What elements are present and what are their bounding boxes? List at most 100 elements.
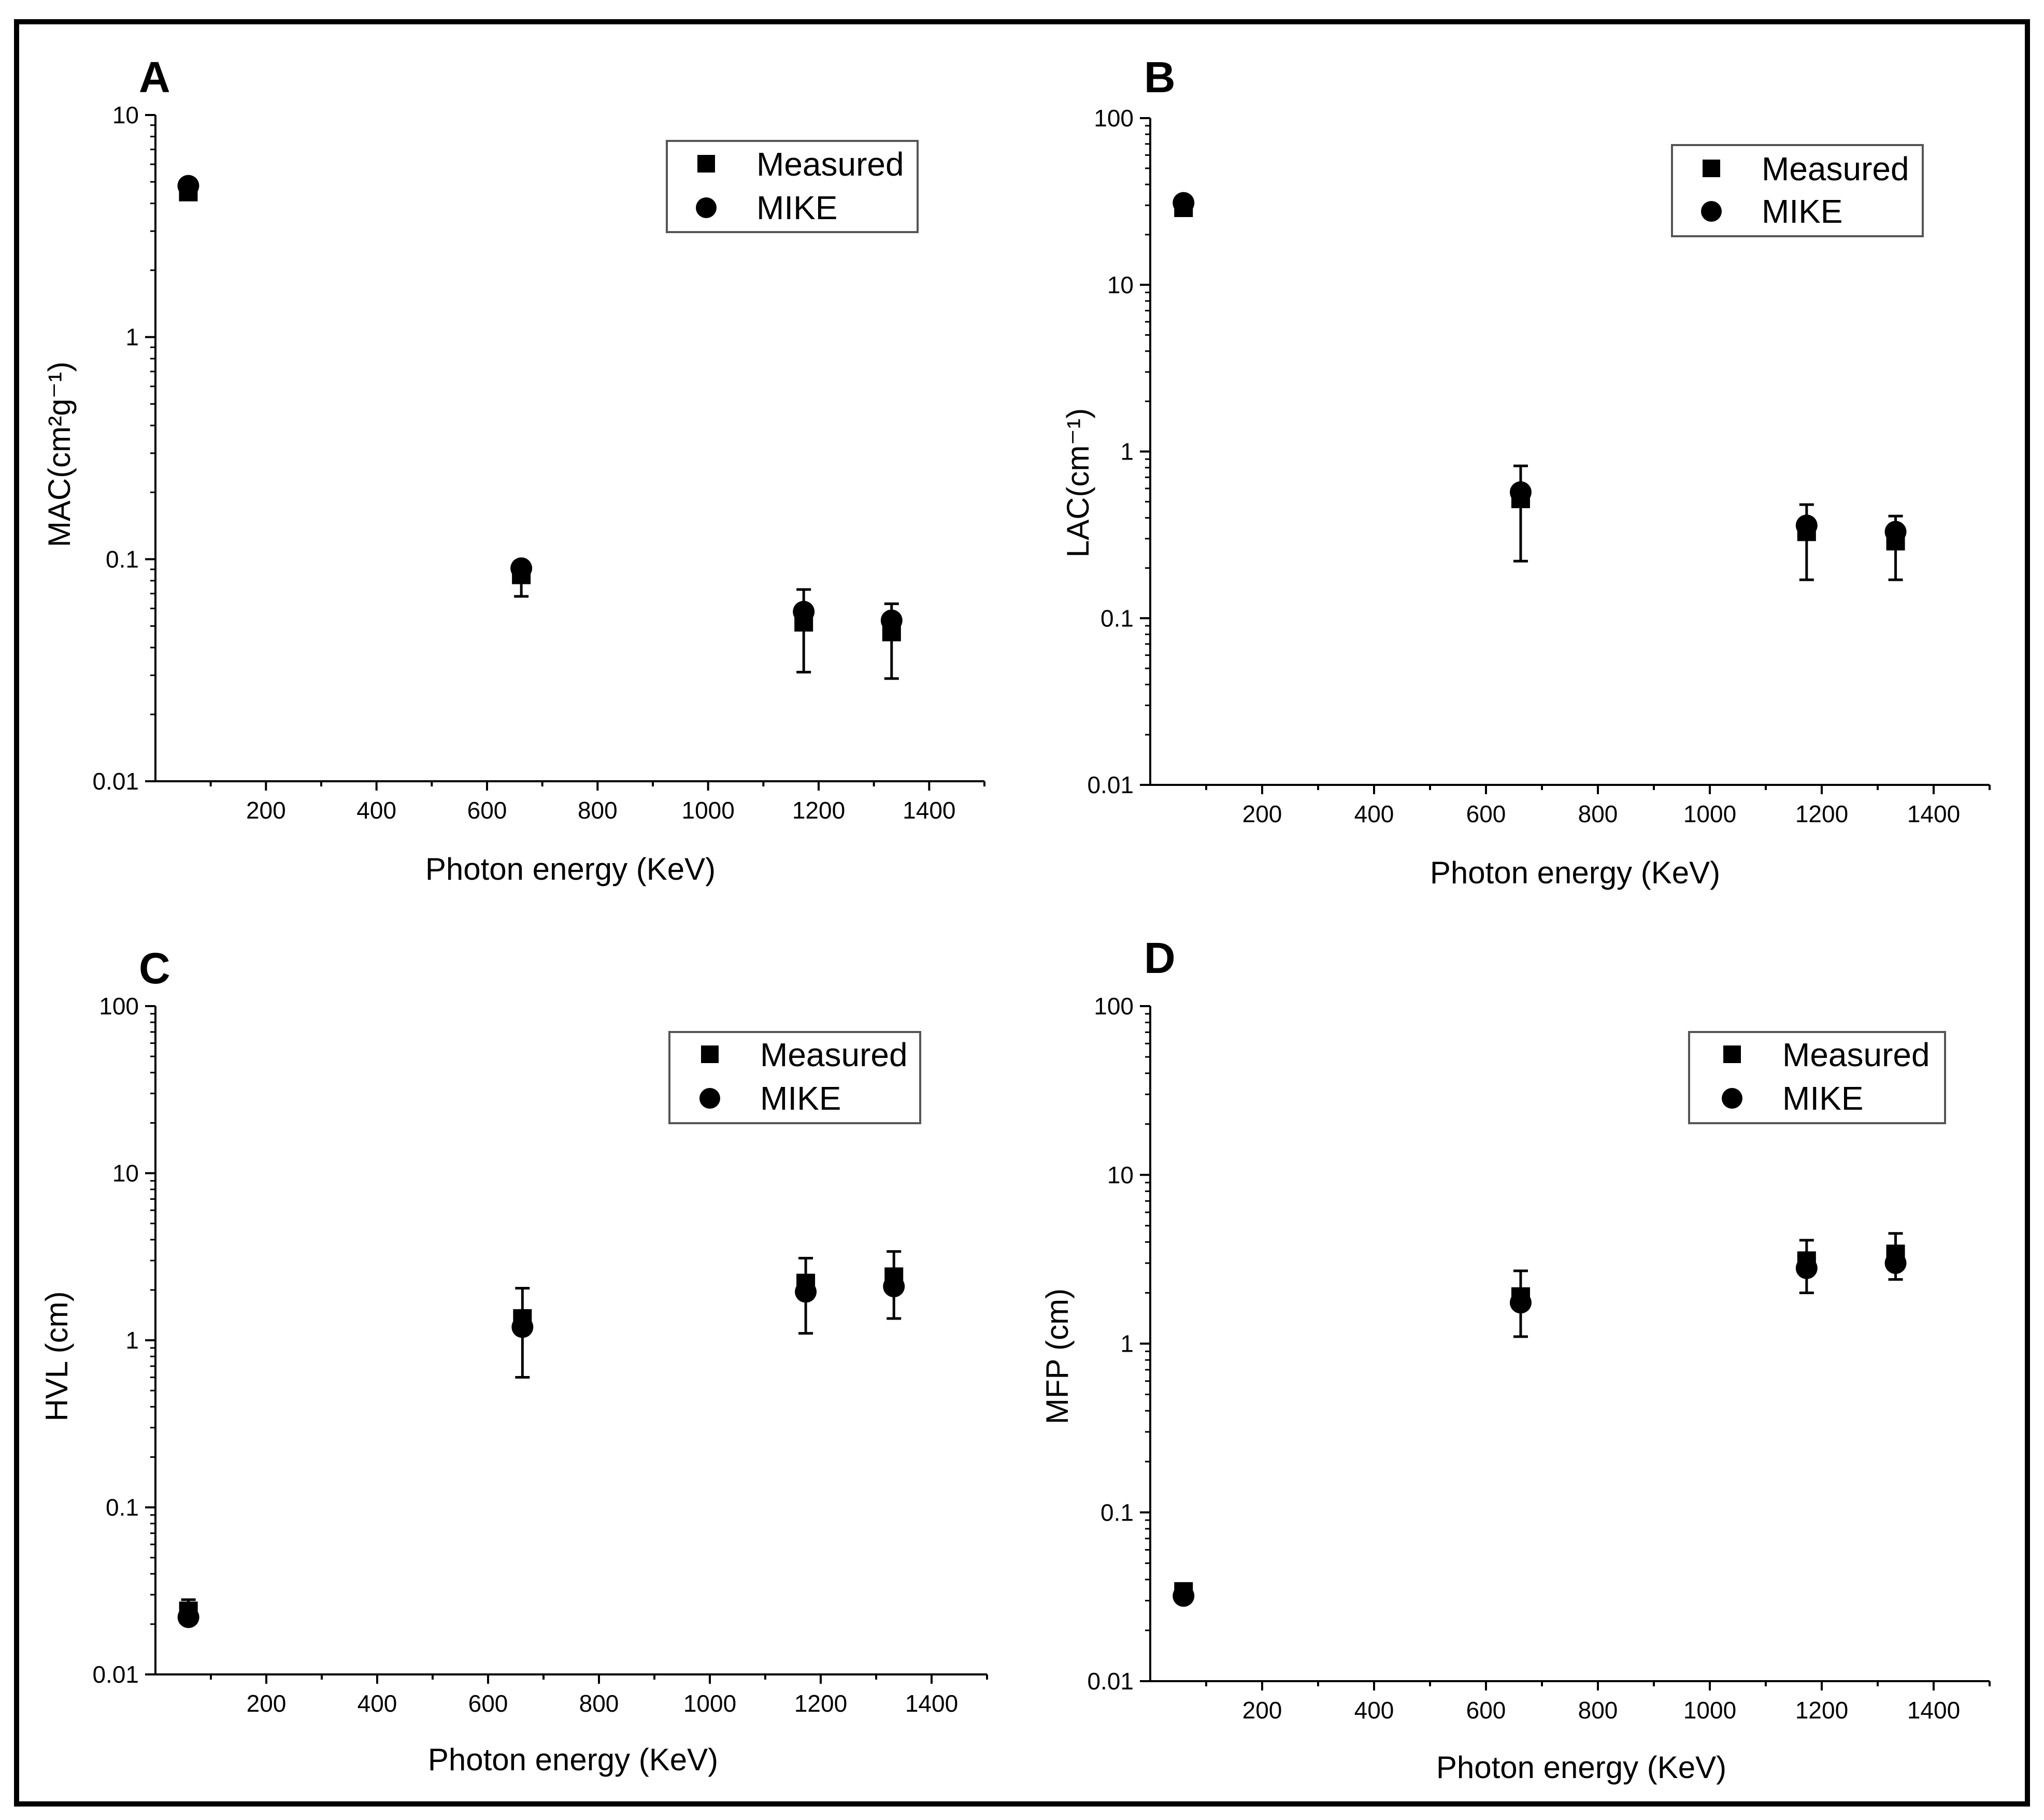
x-tick-label: 800 xyxy=(579,1690,619,1717)
legend-measured-label: Measured xyxy=(760,1036,908,1073)
y-tick-label: 10 xyxy=(112,1160,139,1187)
panel-a: A 200 400 600 800 1000 1200 1400 0.01 0.1 1 10 Pho… xyxy=(42,53,985,886)
x-tick-label: 200 xyxy=(1242,800,1282,827)
x-tick-label: 1200 xyxy=(794,1690,847,1717)
y-tick-label: 0.1 xyxy=(1100,1499,1134,1526)
legend-measured-label: Measured xyxy=(756,146,904,183)
legend: Measured MIKE xyxy=(1688,1031,1946,1124)
y-tick-label: 100 xyxy=(99,993,139,1020)
y-tick-label: 0.01 xyxy=(1087,1668,1134,1695)
y-axis-title: MAC(cm²g⁻¹) xyxy=(42,362,77,547)
mike-point xyxy=(177,175,199,197)
x-tick-label: 1400 xyxy=(1907,1697,1960,1724)
panel-letter: B xyxy=(1144,53,1176,102)
legend-measured-marker xyxy=(1703,160,1720,177)
panel-letter: A xyxy=(139,53,170,102)
x-tick-label: 1200 xyxy=(1795,1697,1848,1724)
y-tick-label: 0.01 xyxy=(1087,771,1134,798)
axes: 200 400 600 800 1000 1200 1400 0.01 0.1 1 10 xyxy=(92,102,985,824)
y-tick-label: 1 xyxy=(125,324,139,351)
legend-mike-label: MIKE xyxy=(1762,193,1842,230)
mike-point xyxy=(177,1606,199,1628)
x-tick-label: 1000 xyxy=(1683,1697,1736,1724)
legend-measured-marker xyxy=(1723,1045,1741,1063)
mike-point xyxy=(1884,521,1907,543)
x-tick-label: 800 xyxy=(1578,800,1618,827)
data-marks xyxy=(177,1250,905,1628)
y-tick-label: 0.1 xyxy=(106,546,139,572)
legend-mike-marker xyxy=(1722,1088,1742,1109)
legend-mike-marker xyxy=(699,1088,720,1109)
mike-point xyxy=(511,1316,534,1338)
x-tick-label: 1000 xyxy=(681,797,734,824)
mike-point xyxy=(1173,192,1195,214)
panel-b: B 200 400 600 800 1000 1200 14000.010.1110100 … xyxy=(1061,53,1991,890)
x-axis-title: Photon energy (KeV) xyxy=(1430,855,1720,890)
legend: Measured MIKE xyxy=(668,1031,921,1124)
legend: Measured MIKE xyxy=(1671,144,1924,237)
x-tick-label: 1000 xyxy=(1683,800,1736,827)
x-tick-label: 800 xyxy=(1578,1697,1618,1724)
y-tick-label: 0.01 xyxy=(92,1661,139,1688)
y-tick-label: 1 xyxy=(1120,438,1134,465)
legend-measured-label: Measured xyxy=(1782,1036,1930,1073)
legend-mike-marker xyxy=(696,197,717,218)
x-tick-label: 1200 xyxy=(1795,800,1848,827)
mike-point xyxy=(795,1281,817,1303)
mike-point xyxy=(1884,1252,1907,1274)
x-tick-label: 400 xyxy=(358,1690,397,1717)
legend: Measured MIKE xyxy=(666,140,919,233)
figure-frame xyxy=(14,19,2030,1807)
x-tick-label: 600 xyxy=(468,1690,508,1717)
panel-d: D 200 400 600 800 1000 1200 14000.010.1110100 … xyxy=(1040,934,1991,1785)
y-tick-label: 10 xyxy=(1107,271,1134,298)
y-tick-label: 0.1 xyxy=(1100,605,1134,632)
y-axis-title: HVL (cm) xyxy=(39,1291,74,1421)
x-axis-title: Photon energy (KeV) xyxy=(428,1742,718,1777)
legend-mike-marker xyxy=(1701,201,1722,222)
data-marks xyxy=(177,175,903,680)
axes: 200 400 600 800 1000 1200 1400 0.01 0.1 1 10 100 xyxy=(1087,105,1991,827)
mike-point xyxy=(1795,1257,1818,1279)
mike-point xyxy=(1795,514,1818,537)
mike-point xyxy=(883,1276,905,1298)
y-tick-label: 100 xyxy=(1094,105,1134,132)
mike-point xyxy=(1173,1585,1195,1607)
x-tick-label: 400 xyxy=(1354,1697,1394,1724)
y-tick-label: 100 xyxy=(1094,993,1134,1020)
x-axis-title: Photon energy (KeV) xyxy=(425,852,716,886)
legend-measured-label: Measured xyxy=(1762,150,1909,188)
x-tick-label: 200 xyxy=(247,1690,287,1717)
x-tick-label: 400 xyxy=(1354,800,1394,827)
y-tick-label: 0.1 xyxy=(106,1494,139,1521)
x-tick-label: 1000 xyxy=(683,1690,736,1717)
mike-point xyxy=(1509,1292,1532,1314)
x-tick-label: 800 xyxy=(578,797,618,824)
legend-mike-label: MIKE xyxy=(760,1080,841,1117)
y-tick-label: 0.01 xyxy=(92,768,139,795)
x-tick-label: 400 xyxy=(356,797,396,824)
mike-point xyxy=(793,600,815,623)
data-marks xyxy=(1173,1232,1907,1607)
mike-point xyxy=(510,557,533,579)
y-tick-label: 10 xyxy=(112,102,139,128)
y-axis-title: LAC(cm⁻¹) xyxy=(1061,408,1095,557)
x-tick-label: 600 xyxy=(1466,800,1506,827)
panel-c: C 200 400 600 800 1000 1200 14000.010.1110100 … xyxy=(39,944,988,1777)
x-tick-label: 200 xyxy=(1242,1697,1282,1724)
y-tick-label: 1 xyxy=(1120,1330,1134,1357)
y-tick-label: 1 xyxy=(125,1327,139,1354)
x-tick-label: 1400 xyxy=(903,797,955,824)
data-marks xyxy=(1173,192,1907,581)
x-tick-label: 600 xyxy=(1466,1697,1506,1724)
panel-letter: D xyxy=(1144,934,1176,982)
x-tick-label: 1200 xyxy=(792,797,845,824)
mike-point xyxy=(1509,481,1532,504)
panel-letter: C xyxy=(139,944,170,993)
y-axis-title: MFP (cm) xyxy=(1040,1288,1075,1424)
mike-point xyxy=(880,609,903,632)
x-tick-label: 1400 xyxy=(905,1690,958,1717)
y-tick-label: 10 xyxy=(1107,1162,1134,1188)
